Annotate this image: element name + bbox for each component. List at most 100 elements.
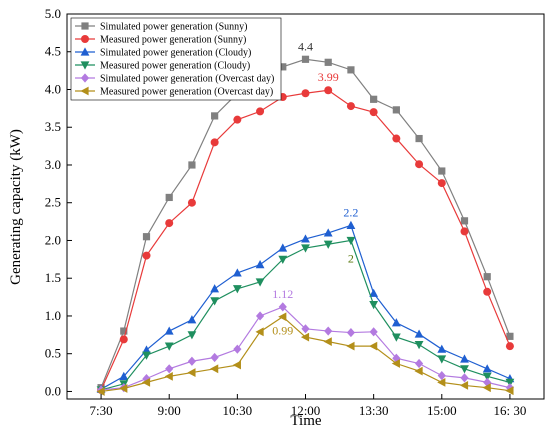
data-point — [119, 371, 129, 380]
data-point — [323, 240, 333, 249]
data-point — [142, 251, 151, 260]
data-point — [210, 352, 219, 363]
data-point — [211, 112, 219, 120]
data-point — [391, 333, 401, 342]
data-point — [188, 161, 196, 169]
data-point — [141, 377, 151, 387]
data-label: 2 — [348, 251, 354, 265]
y-tick-label: 4.5 — [45, 44, 61, 59]
data-label: 0.99 — [272, 324, 293, 338]
data-point — [278, 243, 288, 252]
data-point — [301, 89, 310, 98]
data-point — [80, 47, 90, 56]
data-point — [370, 95, 378, 103]
data-point — [505, 378, 515, 387]
x-tick-label: 13:30 — [359, 403, 389, 418]
data-point — [414, 366, 423, 376]
data-point — [81, 35, 89, 43]
data-point — [415, 134, 423, 143]
series-5 — [96, 302, 515, 395]
data-point — [369, 288, 379, 297]
data-point — [323, 228, 333, 237]
y-tick-label: 0.0 — [45, 383, 61, 398]
data-point — [460, 217, 469, 225]
data-point — [279, 63, 287, 71]
y-tick-label: 0.5 — [45, 346, 61, 361]
data-point — [300, 332, 310, 342]
legend-label: Simulated power generation (Sunny) — [100, 22, 247, 33]
data-point — [392, 106, 400, 114]
data-point — [80, 86, 89, 96]
data-point — [369, 108, 378, 117]
data-point — [482, 364, 492, 373]
data-point — [142, 233, 151, 241]
y-tick-label: 2.5 — [45, 195, 61, 210]
data-point — [392, 353, 401, 363]
data-point — [278, 302, 287, 312]
data-point — [506, 332, 514, 340]
legend-label: Simulated power generation (Overcast day… — [100, 74, 274, 85]
data-point — [232, 268, 242, 277]
data-point — [164, 326, 174, 335]
data-point — [96, 387, 105, 396]
data-point — [278, 312, 287, 322]
data-point — [278, 255, 288, 264]
data-point — [164, 371, 173, 381]
data-point — [483, 287, 492, 296]
data-point — [210, 284, 220, 293]
data-point — [437, 370, 446, 381]
data-point — [210, 138, 219, 147]
series-1 — [97, 55, 514, 392]
legend: Simulated power generation (Sunny) Measur… — [70, 17, 282, 101]
data-point — [187, 356, 197, 366]
data-point — [255, 278, 265, 287]
legend-label: Measured power generation (Cloudy) — [100, 61, 250, 72]
data-point — [324, 326, 333, 336]
data-point — [505, 342, 514, 351]
data-point — [255, 260, 265, 269]
legend-box — [70, 17, 282, 101]
data-point — [81, 22, 89, 30]
data-label: 4.4 — [298, 39, 313, 53]
chart-marks: 4.4 3.99 2.2 2 1.12 0.99 — [96, 39, 515, 396]
data-point — [438, 167, 446, 175]
data-point — [233, 115, 242, 124]
data-label: 1.12 — [272, 287, 293, 301]
series-6 — [96, 312, 514, 396]
y-tick-label: 3.5 — [45, 119, 61, 134]
legend-label: Measured power generation (Sunny) — [100, 35, 246, 46]
x-tick-label: 15:00 — [427, 403, 457, 418]
data-point — [483, 273, 491, 281]
data-point — [346, 327, 356, 338]
data-point — [210, 364, 219, 374]
data-point — [460, 373, 469, 383]
data-point — [164, 342, 174, 351]
data-point — [460, 354, 469, 363]
data-point — [346, 220, 356, 229]
y-tick-label: 5.0 — [45, 6, 61, 21]
x-tick-label: 12:00 — [291, 403, 321, 418]
x-tick-label: 16: 30 — [493, 403, 526, 418]
data-label: 3.99 — [318, 70, 339, 84]
y-tick-label: 4.0 — [45, 81, 61, 96]
data-point — [324, 58, 332, 66]
legend-label: Simulated power generation (Cloudy) — [100, 48, 251, 59]
data-point — [459, 381, 469, 390]
data-point — [369, 327, 378, 337]
series-line — [100, 239, 511, 391]
data-point — [369, 301, 379, 310]
x-tick-label: 10:30 — [223, 403, 253, 418]
series-4 — [96, 236, 515, 395]
data-point — [369, 341, 378, 351]
data-point — [301, 324, 310, 334]
y-tick-label: 3.0 — [45, 157, 61, 172]
data-point — [391, 318, 401, 327]
data-point — [415, 160, 424, 169]
data-point — [505, 386, 514, 396]
y-tick-label: 2.0 — [45, 232, 61, 247]
x-tick-label: 7:30 — [90, 403, 113, 418]
y-axis-title: Generating capacity (kW) — [8, 129, 24, 285]
data-point — [165, 193, 173, 202]
data-point — [391, 359, 400, 368]
